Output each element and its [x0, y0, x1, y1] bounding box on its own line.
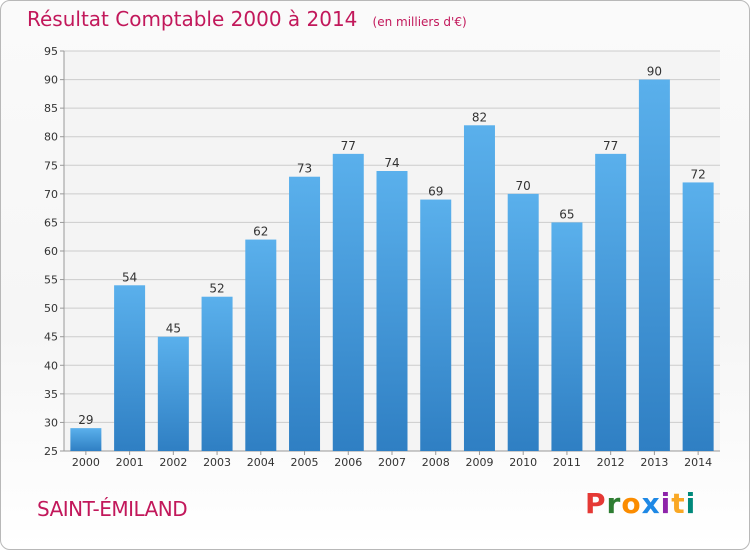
x-tick-label: 2007 [378, 456, 406, 469]
y-tick-label: 35 [44, 388, 58, 401]
x-tick-label: 2000 [72, 456, 100, 469]
bar [70, 428, 102, 451]
bar [332, 153, 364, 451]
bar-value-label: 77 [603, 139, 618, 153]
bar-value-label: 45 [166, 322, 181, 336]
logo-letter: t [671, 487, 686, 520]
y-tick-label: 60 [44, 245, 58, 258]
x-tick-label: 2011 [553, 456, 581, 469]
y-tick-label: 70 [44, 188, 58, 201]
bar [157, 336, 189, 451]
bar-value-label: 69 [428, 185, 443, 199]
bar [638, 79, 670, 452]
bar-value-label: 70 [516, 179, 531, 193]
x-tick-label: 2001 [116, 456, 144, 469]
bar [289, 176, 321, 451]
bar [245, 239, 277, 451]
bar-value-label: 29 [78, 413, 93, 427]
y-tick-label: 45 [44, 331, 58, 344]
bar-value-label: 77 [341, 139, 356, 153]
y-tick-label: 75 [44, 159, 58, 172]
bar [551, 222, 583, 451]
chart-subtitle: (en milliers d'€) [372, 15, 467, 29]
x-tick-label: 2005 [291, 456, 319, 469]
y-tick-label: 95 [44, 45, 58, 58]
y-tick-label: 50 [44, 302, 58, 315]
y-tick-label: 25 [44, 445, 58, 458]
bar [595, 153, 627, 451]
logo-letter: o [621, 487, 642, 520]
town-name: SAINT-ÉMILAND [37, 497, 188, 521]
bar-value-label: 90 [647, 65, 662, 79]
bar [420, 199, 452, 451]
y-tick-label: 55 [44, 274, 58, 287]
logo-letter: i [685, 487, 697, 520]
bar-value-label: 74 [384, 156, 399, 170]
bar-value-label: 52 [209, 282, 224, 296]
y-tick-label: 30 [44, 416, 58, 429]
x-tick-label: 2006 [334, 456, 362, 469]
logo-letter: P [585, 487, 607, 520]
y-tick-label: 90 [44, 74, 58, 87]
x-tick-label: 2008 [422, 456, 450, 469]
x-tick-label: 2002 [159, 456, 187, 469]
chart-title: Résultat Comptable 2000 à 2014 [27, 7, 358, 31]
chart-title-row: Résultat Comptable 2000 à 2014 (en milli… [27, 7, 467, 31]
bar-value-label: 65 [559, 207, 574, 221]
bar-value-label: 72 [690, 167, 705, 181]
y-tick-label: 85 [44, 102, 58, 115]
bar [463, 125, 495, 452]
logo-letter: r [606, 487, 622, 520]
bar [376, 171, 408, 451]
bar [201, 296, 233, 451]
y-tick-label: 40 [44, 359, 58, 372]
bar-value-label: 73 [297, 162, 312, 176]
bar [114, 285, 146, 451]
bar [682, 182, 714, 451]
bar-value-label: 62 [253, 225, 268, 239]
x-tick-label: 2012 [597, 456, 625, 469]
x-tick-label: 2009 [465, 456, 493, 469]
y-tick-label: 65 [44, 216, 58, 229]
x-tick-label: 2003 [203, 456, 231, 469]
proxiti-logo: Proxiti [585, 487, 696, 520]
logo-letter: i [660, 487, 672, 520]
logo-letter: x [641, 487, 661, 520]
x-tick-label: 2014 [684, 456, 712, 469]
bar-value-label: 54 [122, 270, 137, 284]
bar [507, 193, 539, 451]
x-tick-label: 2004 [247, 456, 275, 469]
bar-value-label: 82 [472, 110, 487, 124]
x-tick-label: 2010 [509, 456, 537, 469]
y-tick-label: 80 [44, 131, 58, 144]
x-tick-label: 2013 [640, 456, 668, 469]
